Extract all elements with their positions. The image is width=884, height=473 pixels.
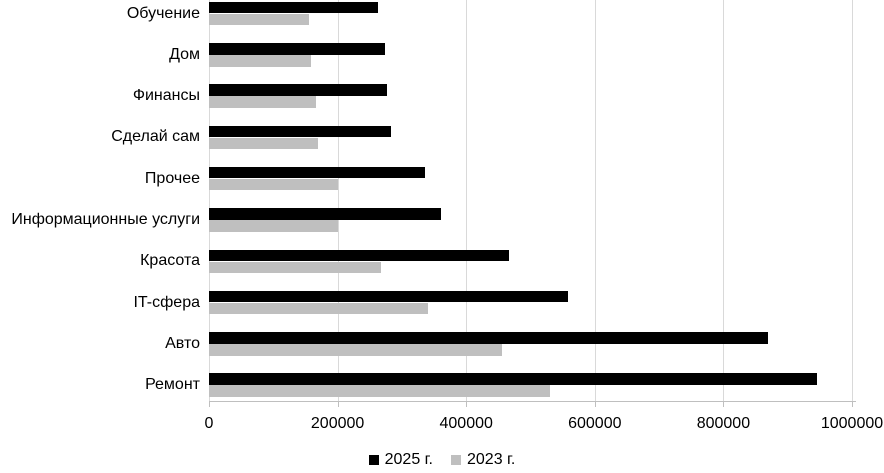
category-label-1: Дом — [169, 45, 200, 63]
category-label-8: Авто — [165, 334, 200, 352]
category-label-0: Обучение — [126, 4, 200, 22]
bar-series0-cat4 — [209, 166, 425, 179]
bar-series0-cat7 — [209, 290, 568, 303]
legend-item-1: 2023 г. — [451, 452, 515, 468]
axis-tick-0 — [209, 401, 210, 407]
x-tick-label-400000: 400000 — [439, 415, 493, 432]
legend-swatch-icon — [368, 455, 379, 465]
bar-series1-cat4 — [209, 178, 338, 191]
bar-series1-cat0 — [209, 13, 310, 26]
legend-label: 2023 г. — [467, 451, 516, 468]
category-label-2: Финансы — [132, 87, 200, 105]
category-label-4: Прочее — [144, 169, 200, 187]
category-label-9: Ремонт — [145, 376, 200, 394]
bar-series0-cat1 — [209, 43, 385, 55]
gridline-0 — [209, 0, 210, 401]
plot-area — [209, 0, 853, 401]
category-label-5: Информационные услуги — [11, 211, 200, 228]
category-label-7: IT-сфера — [133, 293, 200, 311]
bar-series1-cat9 — [209, 385, 550, 397]
category-label-6: Красота — [140, 252, 200, 270]
bar-series0-cat2 — [209, 84, 387, 96]
bar-series1-cat1 — [209, 55, 311, 67]
gridline-1000000 — [852, 0, 853, 401]
x-tick-label-200000: 200000 — [310, 415, 365, 432]
legend-swatch-icon — [451, 455, 461, 465]
gridline-600000 — [594, 0, 596, 401]
bar-series0-cat0 — [209, 1, 378, 14]
bar-series1-cat2 — [209, 96, 317, 108]
bar-series1-cat8 — [209, 344, 502, 356]
x-tick-label-0: 0 — [204, 415, 214, 432]
bar-series1-cat3 — [209, 137, 319, 150]
axis-tick-400000 — [466, 401, 468, 407]
axis-tick-800000 — [723, 401, 725, 407]
bar-series0-cat9 — [209, 373, 818, 385]
bar-series0-cat3 — [209, 125, 391, 138]
axis-tick-1000000 — [852, 401, 853, 407]
legend-item-0: 2025 г. — [368, 451, 433, 468]
axis-tick-600000 — [594, 401, 596, 407]
gridline-200000 — [337, 0, 339, 401]
axis-tick-200000 — [337, 401, 339, 407]
gridline-800000 — [723, 0, 725, 401]
bar-series1-cat7 — [209, 302, 429, 315]
x-tick-label-800000: 800000 — [696, 415, 751, 432]
x-tick-label-600000: 600000 — [568, 415, 622, 432]
legend: 2025 г. 2023 г. — [0, 452, 884, 468]
category-label-3: Сделай сам — [111, 128, 200, 146]
bar-series1-cat5 — [209, 220, 338, 232]
x-axis-line — [209, 401, 856, 402]
bar-series1-cat6 — [209, 261, 382, 274]
legend-label: 2025 г. — [384, 451, 433, 468]
bar-series0-cat5 — [209, 208, 441, 220]
bar-series0-cat8 — [209, 332, 768, 344]
bar-series0-cat6 — [209, 249, 510, 262]
gridline-400000 — [466, 0, 468, 401]
x-tick-label-1000000: 1000000 — [820, 415, 884, 432]
